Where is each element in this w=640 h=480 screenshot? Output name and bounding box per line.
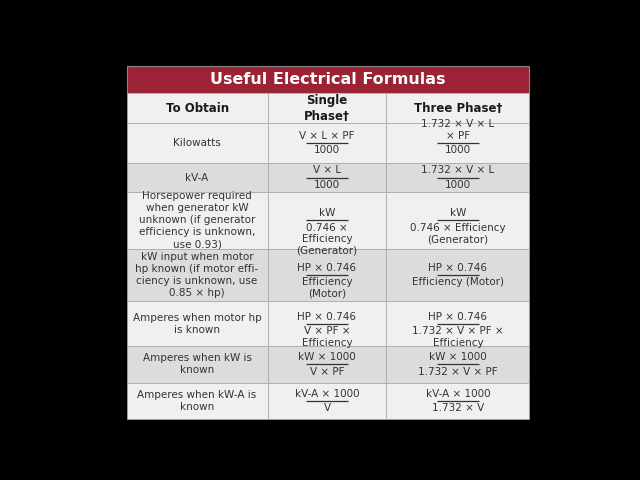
Bar <box>268 383 387 419</box>
Bar <box>387 192 529 249</box>
Bar <box>127 163 268 192</box>
Text: 1.732 × V × PF ×
Efficiency: 1.732 × V × PF × Efficiency <box>412 326 504 348</box>
Text: HP × 0.746: HP × 0.746 <box>298 263 356 273</box>
Text: 1000: 1000 <box>314 180 340 190</box>
Text: kV-A × 1000: kV-A × 1000 <box>294 389 359 399</box>
Text: kV-A × 1000: kV-A × 1000 <box>426 389 490 399</box>
Text: 1.732 × V × L
× PF: 1.732 × V × L × PF <box>421 120 495 141</box>
Bar <box>268 123 387 163</box>
Text: kW: kW <box>450 208 466 218</box>
Bar <box>387 94 529 123</box>
Text: kW: kW <box>319 208 335 218</box>
Bar <box>268 249 387 301</box>
Text: Amperes when motor hp
is known: Amperes when motor hp is known <box>132 313 262 335</box>
Bar <box>127 192 268 249</box>
Text: 1.732 × V × L: 1.732 × V × L <box>421 166 495 175</box>
Text: V × L × PF: V × L × PF <box>300 131 355 141</box>
Bar <box>268 301 387 346</box>
Text: kW × 1000: kW × 1000 <box>429 352 487 362</box>
Text: Kilowatts: Kilowatts <box>173 138 221 148</box>
Text: kW input when motor
hp known (if motor effi-
ciency is unknown, use
0.85 × hp): kW input when motor hp known (if motor e… <box>136 252 259 298</box>
Bar <box>387 301 529 346</box>
Text: Amperes when kW-A is
known: Amperes when kW-A is known <box>138 390 257 412</box>
Text: Amperes when kW is
known: Amperes when kW is known <box>143 353 252 375</box>
Text: Single
Phase†: Single Phase† <box>304 94 350 123</box>
Bar <box>268 192 387 249</box>
Bar <box>127 249 268 301</box>
Bar <box>127 94 268 123</box>
Text: V × L: V × L <box>313 166 341 175</box>
Text: V × PF: V × PF <box>310 367 344 377</box>
Text: kV-A: kV-A <box>186 173 209 182</box>
Bar <box>268 94 387 123</box>
Text: To Obtain: To Obtain <box>166 102 228 115</box>
Text: Horsepower required
when generator kW
unknown (if generator
efficiency is unknow: Horsepower required when generator kW un… <box>139 192 255 249</box>
Bar <box>268 346 387 383</box>
Bar <box>127 346 268 383</box>
Bar <box>387 123 529 163</box>
Text: HP × 0.746: HP × 0.746 <box>428 312 488 322</box>
Text: 0.746 × Efficiency
(Generator): 0.746 × Efficiency (Generator) <box>410 223 506 244</box>
Bar <box>127 66 529 94</box>
Text: Useful Electrical Formulas: Useful Electrical Formulas <box>211 72 445 87</box>
Text: V × PF ×
Efficiency: V × PF × Efficiency <box>301 326 352 348</box>
Bar <box>387 163 529 192</box>
Text: Efficiency (Motor): Efficiency (Motor) <box>412 277 504 288</box>
Bar <box>268 163 387 192</box>
Text: 1.732 × V: 1.732 × V <box>432 403 484 413</box>
Bar <box>127 123 268 163</box>
Text: 1000: 1000 <box>314 145 340 156</box>
Text: Three Phase†: Three Phase† <box>413 102 502 115</box>
Bar <box>387 383 529 419</box>
Text: HP × 0.746: HP × 0.746 <box>298 312 356 322</box>
Bar <box>127 301 268 346</box>
Bar <box>387 249 529 301</box>
Text: 1.732 × V × PF: 1.732 × V × PF <box>418 367 498 377</box>
Bar <box>127 383 268 419</box>
Text: HP × 0.746: HP × 0.746 <box>428 263 488 273</box>
Text: 0.746 ×
Efficiency
(Generator): 0.746 × Efficiency (Generator) <box>296 223 358 256</box>
Text: kW × 1000: kW × 1000 <box>298 352 356 362</box>
Text: 1000: 1000 <box>445 180 471 190</box>
Text: Efficiency
(Motor): Efficiency (Motor) <box>301 277 352 299</box>
Text: 1000: 1000 <box>445 145 471 156</box>
Bar <box>387 346 529 383</box>
Text: V: V <box>323 403 330 413</box>
